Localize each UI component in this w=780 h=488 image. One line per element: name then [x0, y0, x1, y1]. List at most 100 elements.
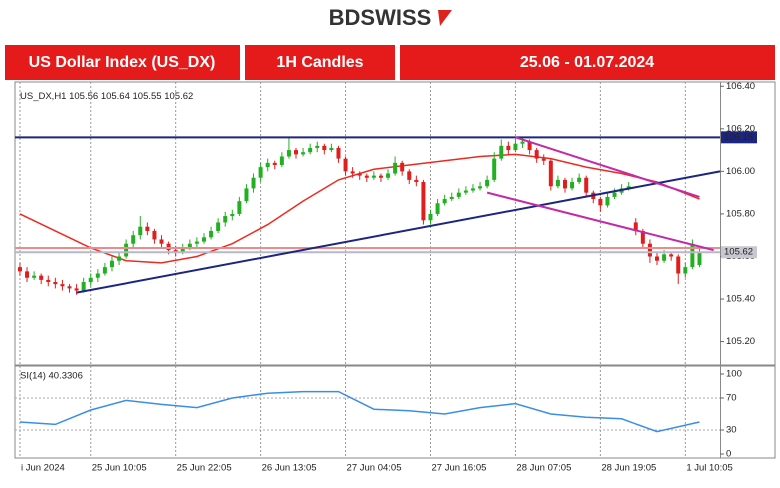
candle-body [378, 175, 383, 178]
y-tick-label: 106.00 [726, 166, 755, 177]
y-tick-label: 100 [726, 369, 742, 380]
candle-body [25, 271, 30, 278]
x-tick-label: 1 Jul 10:05 [686, 463, 732, 474]
candle-body [513, 143, 518, 151]
x-tick-label: 27 Jun 04:05 [347, 463, 402, 474]
y-tick-label: 70 [726, 393, 737, 404]
candle-body [442, 199, 447, 204]
candle-body [435, 203, 440, 214]
indicator-title: SI(14) 40.3306 [20, 371, 83, 382]
candle-body [640, 230, 645, 244]
logo-text: BDSWISS [329, 5, 432, 30]
candle-body [598, 199, 603, 206]
candle-body [506, 145, 511, 151]
candle-body [605, 196, 610, 206]
candle-body [400, 162, 405, 172]
candle-body [669, 254, 674, 257]
candle-body [655, 256, 660, 261]
candle-body [230, 213, 235, 217]
candle-body [251, 177, 256, 189]
y-tick-label: 105.40 [726, 294, 755, 305]
candle-body [371, 175, 376, 178]
candle-body [478, 186, 483, 189]
candle-body [485, 179, 490, 187]
candle-body [74, 288, 79, 291]
candle-body [60, 284, 65, 287]
candle-body [449, 196, 454, 200]
candle-body [294, 150, 299, 155]
candle-body [173, 250, 178, 253]
candle-body [109, 260, 114, 268]
x-tick-label: 25 Jun 22:05 [177, 463, 232, 474]
tab-title: US Dollar Index (US_DX) [29, 54, 216, 71]
candle-body [315, 145, 320, 148]
tab-bg [5, 45, 240, 80]
indicator-line [19, 390, 700, 433]
y-tick-label: 106.20 [726, 123, 755, 134]
trend-line [515, 136, 700, 198]
price-tag [721, 246, 757, 259]
candle-body [527, 141, 532, 151]
candle-body [633, 222, 638, 231]
candle-body [81, 282, 86, 291]
x-tick-label: 25 Jun 10:05 [92, 463, 147, 474]
candle-body [39, 275, 44, 280]
candle-body [258, 167, 263, 178]
candle-body [88, 277, 93, 283]
candle-body [223, 216, 228, 223]
x-tick-label: i Jun 2024 [21, 463, 65, 474]
x-tick-label: 28 Jun 07:05 [516, 463, 571, 474]
candle-body [499, 145, 504, 159]
price-tag-label: 105.62 [724, 247, 753, 258]
chart-frame [14, 81, 776, 459]
candle-body [470, 188, 475, 191]
candle-body [279, 156, 284, 165]
trend-line [486, 191, 714, 252]
candle-body [124, 243, 129, 257]
ohlc-close: 105.62 [164, 91, 193, 102]
ohlc-low: 105.55 [133, 91, 162, 102]
candle-body [117, 256, 122, 261]
y-tick-label: 105.20 [726, 336, 755, 347]
candle-body [138, 226, 143, 236]
candle-body [386, 173, 391, 178]
tab-bg [400, 45, 775, 80]
x-tick-label: 26 Jun 13:05 [262, 463, 317, 474]
candle-body [152, 230, 157, 240]
logo: BDSWISS [329, 5, 452, 30]
y-tick-label: 105.80 [726, 208, 755, 219]
candle-body [166, 243, 171, 251]
candle-body [343, 158, 348, 172]
candle-body [272, 162, 277, 165]
candle-body [534, 150, 539, 159]
candle-body [647, 243, 652, 257]
candle-body [612, 192, 617, 197]
candle-body [131, 235, 136, 244]
symbol: US_DX,H1 [20, 91, 66, 102]
ohlc-high: 105.64 [101, 91, 130, 102]
candle-body [46, 279, 51, 283]
candle-body [407, 171, 412, 180]
candle-body [697, 252, 702, 265]
candle-body [492, 158, 497, 180]
candle-body [357, 173, 362, 176]
trend-line [76, 170, 721, 294]
candle-body [301, 152, 306, 155]
candle-body [145, 226, 150, 231]
candle-body [662, 254, 667, 261]
candle-body [244, 188, 249, 202]
candle-body [520, 141, 525, 144]
candle-body [428, 213, 433, 221]
candle-body [237, 201, 242, 214]
candle-body [336, 147, 341, 159]
candle-body [187, 243, 192, 248]
candle-body [584, 177, 589, 193]
symbol-info: US_DX,H1 105.56 105.64 105.55 105.62 [20, 91, 193, 102]
y-tick-label: 106.40 [726, 81, 755, 92]
candle-body [548, 160, 553, 187]
candle-body [414, 179, 419, 183]
price-tag-label: 106.16 [724, 132, 753, 143]
candle-body [421, 182, 426, 221]
x-tick-label: 28 Jun 19:05 [601, 463, 656, 474]
candle-body [463, 190, 468, 193]
